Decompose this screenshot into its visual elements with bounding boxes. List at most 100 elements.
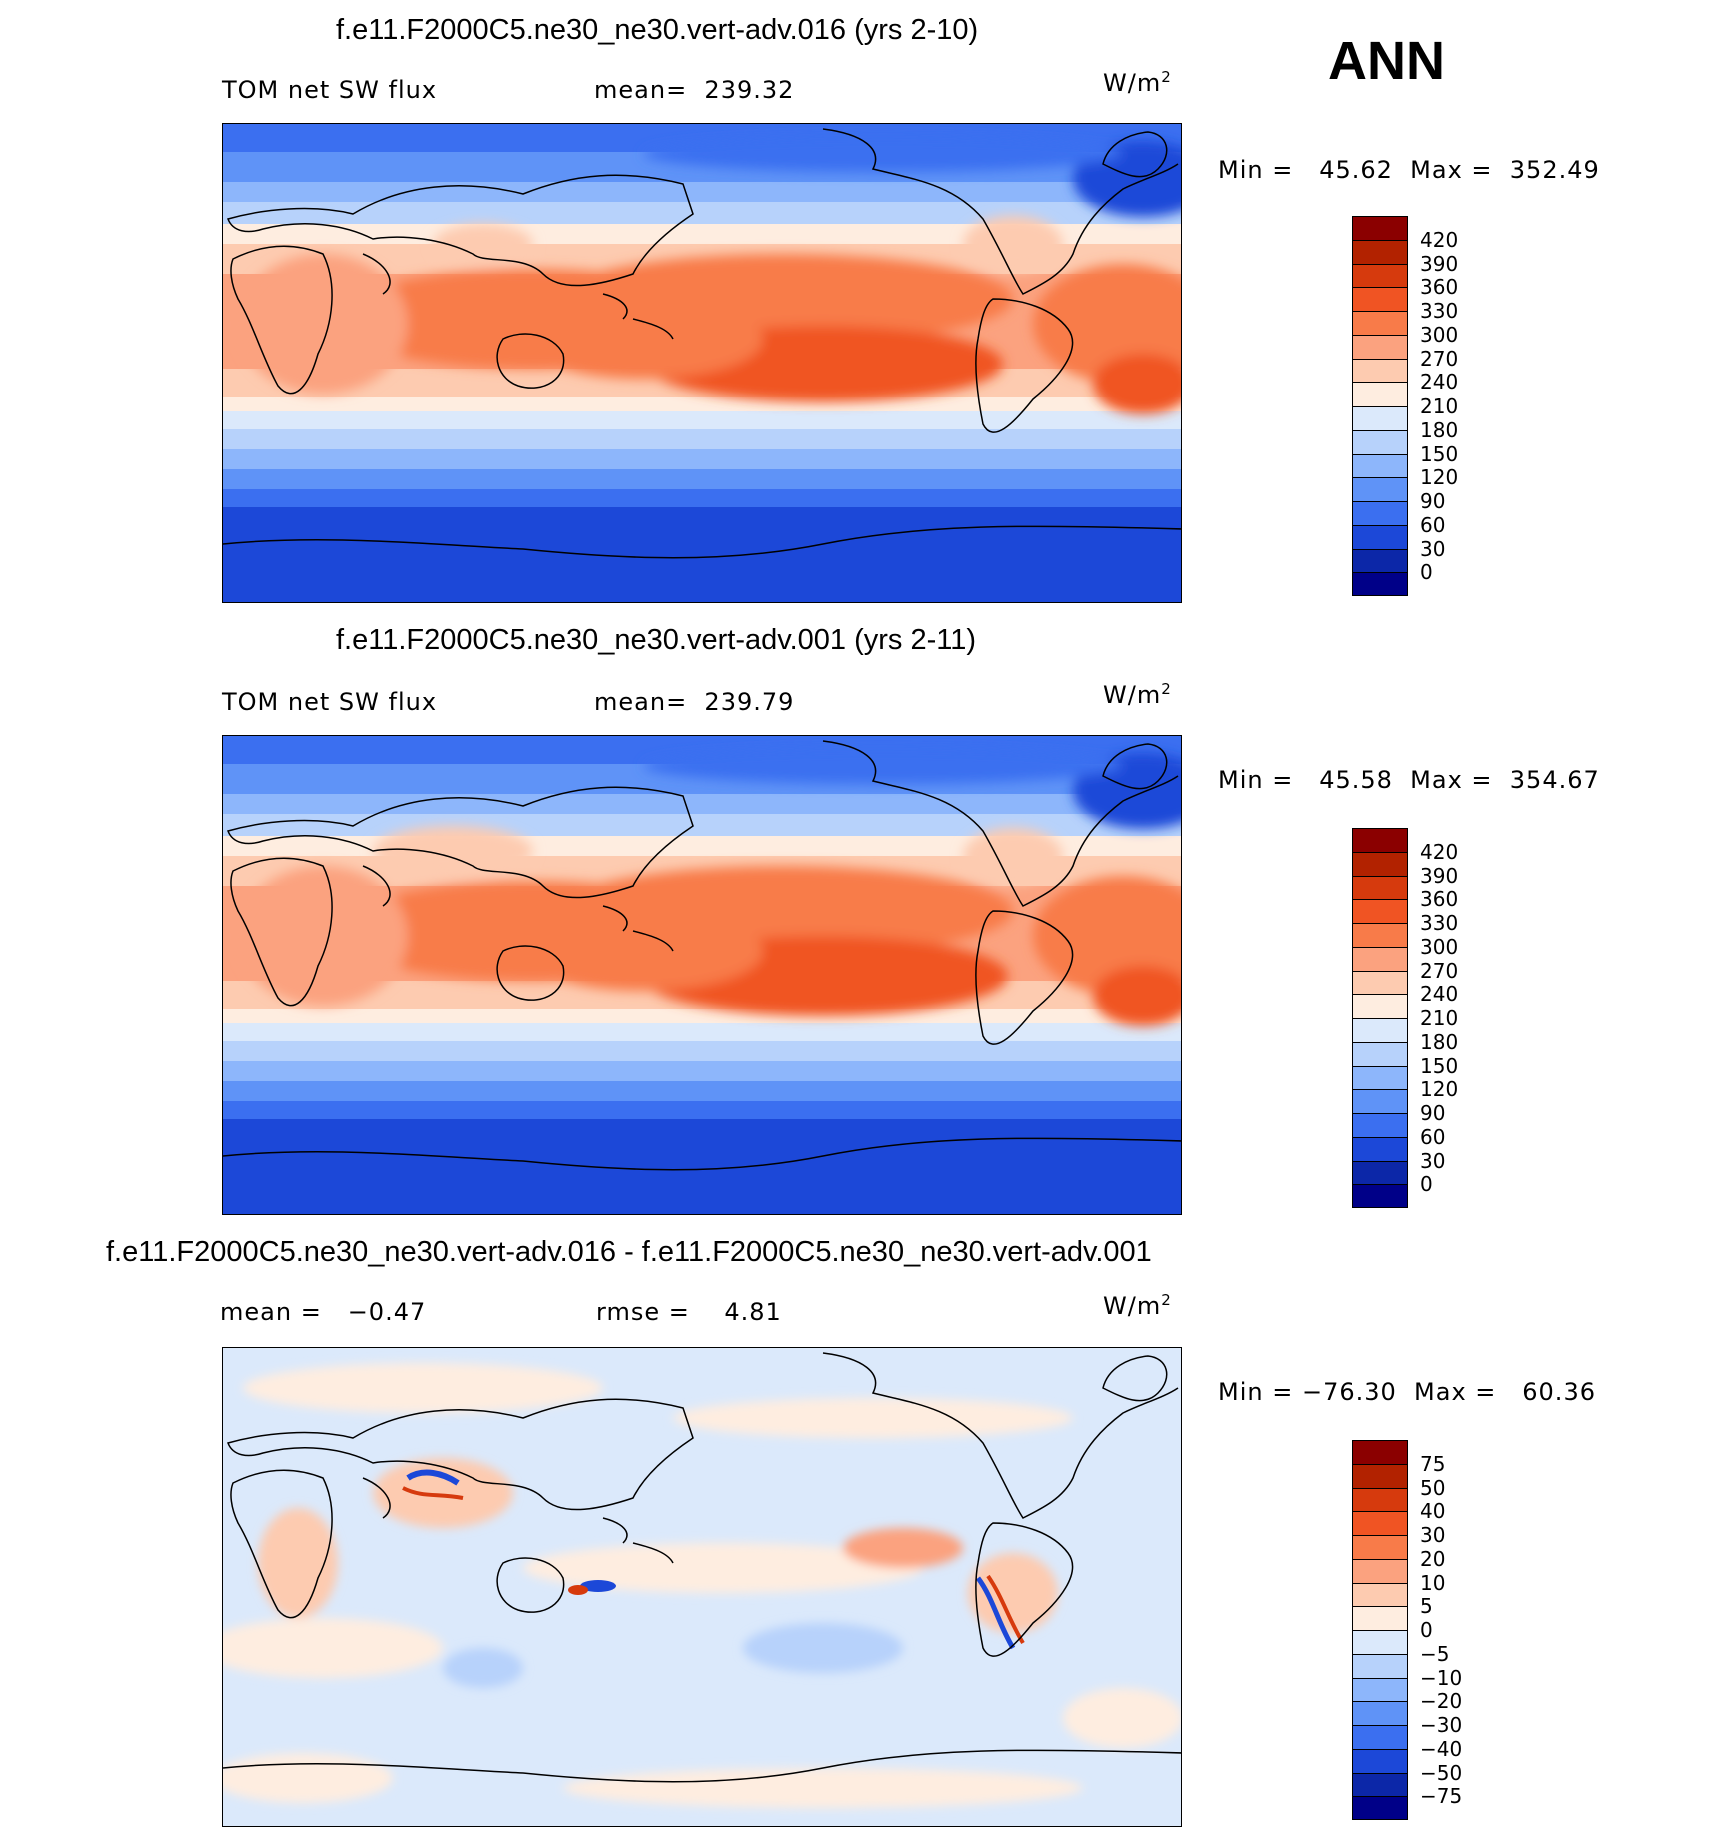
colorbar-tick-label: 0 — [1420, 1172, 1433, 1197]
colorbar-swatch — [1352, 287, 1408, 311]
colorbar-tick-label: 180 — [1420, 1029, 1459, 1054]
panel2-title: f.e11.F2000C5.ne30_ne30.vert-adv.001 (yr… — [336, 624, 976, 656]
colorbar-tick-label: 300 — [1420, 322, 1459, 347]
colorbar-swatch — [1352, 1463, 1408, 1488]
panel3-minmax-label: Min = −76.30 Max = 60.36 — [1218, 1378, 1596, 1406]
colorbar-tick-label: 60 — [1420, 512, 1446, 537]
colorbar-tick-label: 180 — [1420, 417, 1459, 442]
colorbar-tick-label: 300 — [1420, 934, 1459, 959]
panel3-mean-label: mean = −0.47 — [220, 1298, 427, 1326]
panel1-minmax-label: Min = 45.62 Max = 352.49 — [1218, 156, 1600, 184]
colorbar-swatch — [1352, 548, 1408, 573]
panel2-map-graphic — [223, 736, 1181, 1214]
colorbar-tick-label: 75 — [1420, 1451, 1446, 1476]
colorbar-tick-label: 420 — [1420, 227, 1459, 252]
panel2-minmax-label: Min = 45.58 Max = 354.67 — [1218, 766, 1600, 794]
panel2-variable-label: TOM net SW flux — [222, 688, 438, 716]
colorbar-tick-label: 30 — [1420, 536, 1446, 561]
colorbar-swatch — [1352, 1184, 1408, 1208]
colorbar-tick-label: 150 — [1420, 1053, 1459, 1078]
colorbar-swatch — [1352, 875, 1408, 900]
colorbar-tick-label: 210 — [1420, 1006, 1459, 1030]
colorbar-swatch — [1352, 1796, 1408, 1820]
colorbar-swatch — [1352, 239, 1408, 264]
colorbar-swatch — [1352, 899, 1408, 923]
season-label: ANN — [1328, 31, 1445, 91]
panel3-map — [222, 1347, 1182, 1827]
colorbar-swatch — [1352, 1772, 1408, 1797]
colorbar-tick-label: −75 — [1420, 1784, 1463, 1809]
colorbar-swatch — [1352, 1487, 1408, 1512]
panel1-colorbar: 420 390 360 330 300 270 240 210 180 150 120 90 60 30 0 — [1352, 216, 1458, 596]
colorbar-swatch — [1352, 1558, 1408, 1583]
colorbar-swatch — [1352, 1041, 1408, 1066]
colorbar-tick-label: 240 — [1420, 982, 1459, 1007]
colorbar-swatch — [1352, 1160, 1408, 1185]
panel1-variable-label: TOM net SW flux — [222, 76, 438, 104]
colorbar-swatch — [1352, 1136, 1408, 1161]
panel1-title: f.e11.F2000C5.ne30_ne30.vert-adv.016 (yr… — [336, 14, 979, 46]
colorbar-swatch — [1352, 1065, 1408, 1090]
colorbar-swatch — [1352, 477, 1408, 501]
colorbar-tick-label: −50 — [1420, 1760, 1463, 1785]
panel1-map-graphic — [223, 124, 1181, 602]
colorbar-swatch — [1352, 1748, 1408, 1773]
colorbar-tick-label: 50 — [1420, 1475, 1446, 1500]
colorbar-tick-label: 30 — [1420, 1523, 1446, 1547]
colorbar-swatch — [1352, 406, 1408, 430]
colorbar-tick-label: 390 — [1420, 251, 1459, 276]
colorbar-swatch — [1352, 1701, 1408, 1725]
colorbar-tick-label: 60 — [1420, 1124, 1446, 1149]
colorbar-tick-label: −20 — [1420, 1689, 1463, 1714]
colorbar-swatch — [1352, 572, 1408, 596]
colorbar-tick-label: −30 — [1420, 1713, 1463, 1737]
colorbar-swatch — [1352, 382, 1408, 406]
colorbar-tick-label: 360 — [1420, 275, 1459, 300]
colorbar-tick-label: 40 — [1420, 1499, 1446, 1524]
colorbar-swatch — [1352, 334, 1408, 359]
panel2-map — [222, 735, 1182, 1215]
colorbar-swatch — [1352, 851, 1408, 876]
colorbar-tick-label: 10 — [1420, 1570, 1446, 1595]
colorbar-tick-label: 360 — [1420, 887, 1459, 912]
colorbar-swatch — [1352, 1582, 1408, 1607]
colorbar-swatch — [1352, 1677, 1408, 1702]
panel2-mean-label: mean= 239.79 — [594, 688, 795, 716]
colorbar-tick-label: 330 — [1420, 911, 1459, 935]
colorbar-swatch — [1352, 923, 1408, 947]
colorbar-swatch — [1352, 1089, 1408, 1113]
panel3-units-label: W/m2 — [1103, 1291, 1172, 1320]
panel2-colorbar: 420 390 360 330 300 270 240 210 180 150 120 90 60 30 0 — [1352, 828, 1458, 1208]
colorbar-swatch — [1352, 263, 1408, 288]
colorbar-swatch — [1352, 216, 1408, 240]
colorbar-tick-label: 240 — [1420, 370, 1459, 395]
colorbar-tick-label: 0 — [1420, 1618, 1433, 1642]
colorbar-tick-label: −10 — [1420, 1665, 1463, 1690]
colorbar-swatch — [1352, 1606, 1408, 1630]
colorbar-swatch — [1352, 1018, 1408, 1042]
panel1-mean-label: mean= 239.32 — [594, 76, 795, 104]
colorbar-swatch — [1352, 1630, 1408, 1654]
colorbar-tick-label: 390 — [1420, 863, 1459, 888]
colorbar-swatch — [1352, 1113, 1408, 1137]
colorbar-swatch — [1352, 1440, 1408, 1464]
colorbar-tick-label: 210 — [1420, 394, 1459, 418]
colorbar-tick-label: 120 — [1420, 465, 1459, 490]
colorbar-swatch — [1352, 970, 1408, 995]
colorbar-tick-label: 90 — [1420, 489, 1446, 513]
colorbar-tick-label: −40 — [1420, 1736, 1463, 1761]
colorbar-tick-label: 20 — [1420, 1546, 1446, 1571]
colorbar-tick-label: 120 — [1420, 1077, 1459, 1102]
colorbar-tick-label: 270 — [1420, 958, 1459, 983]
panel3-map-graphic — [223, 1348, 1181, 1826]
colorbar-swatch — [1352, 311, 1408, 335]
colorbar-swatch — [1352, 1653, 1408, 1678]
panel1-units-label: W/m2 — [1103, 68, 1172, 97]
panel3-rmse-label: rmse = 4.81 — [596, 1298, 782, 1326]
colorbar-tick-label: 0 — [1420, 560, 1433, 585]
colorbar-swatch — [1352, 524, 1408, 549]
colorbar-swatch — [1352, 1511, 1408, 1535]
colorbar-tick-label: 420 — [1420, 839, 1459, 864]
colorbar-tick-label: 270 — [1420, 346, 1459, 371]
colorbar-swatch — [1352, 946, 1408, 971]
